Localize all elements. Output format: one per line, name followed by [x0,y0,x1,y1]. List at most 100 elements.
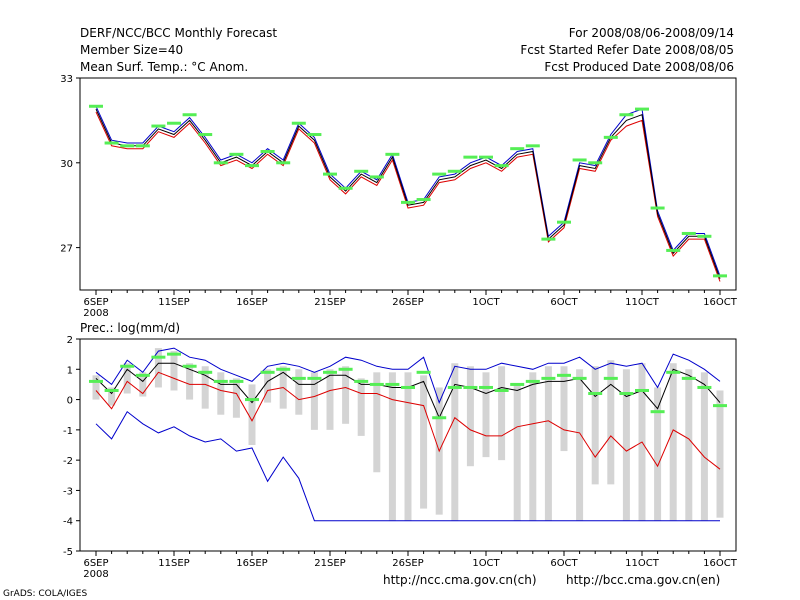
temp-marker [713,274,727,278]
temp-xtick-label: 1OCT [472,297,500,308]
prec-marker [182,364,197,368]
prec-bar [217,372,225,415]
fcst-produced-date: Fcst Produced Date 2008/08/06 [544,60,734,74]
temp-marker [681,231,696,235]
prec-lower-line [95,371,721,470]
prec-ytick-label: -4 [63,517,73,528]
prec-marker [229,379,244,383]
prec-marker [307,376,322,380]
temp-marker [619,113,634,117]
temp-marker [525,144,540,148]
temp-marker [572,158,587,162]
prec-marker [120,364,135,368]
prec-lowest-line [95,410,720,522]
prec-bar [607,360,615,485]
prec-xtick-label: 11OCT [625,558,660,569]
temp-ytick-label: 33 [60,74,73,85]
prec-bar [264,369,272,403]
temp-marker [510,147,525,151]
temp-lower-line [95,111,721,282]
prec-bar [482,372,490,458]
temp-marker [167,121,181,125]
url-chinese[interactable]: http://ncc.cma.gov.cn(ch) [383,573,537,587]
temp-marker [213,161,228,165]
temp-marker [323,172,337,176]
temp-marker [198,133,213,137]
prec-bar [373,372,381,473]
variable-label: Mean Surf. Temp.: °C Anom. [80,60,249,74]
prec-bar [420,375,428,509]
prec-marker [572,376,587,380]
prec-bar [388,372,396,521]
prec-ytick-label: -2 [63,456,73,467]
temp-marker [401,200,415,204]
prec-marker [104,388,119,392]
prec-bar [591,366,599,485]
prec-marker [447,385,462,389]
prec-marker [385,382,400,386]
temp-xtick-label: 21SEP [314,297,345,308]
temp-marker [635,107,649,111]
prec-ytick-label: -5 [63,547,73,558]
temp-marker [135,144,150,148]
prec-bar [326,369,334,430]
prec-bar [170,351,178,391]
prec-bar [295,369,303,415]
url-english[interactable]: http://bcc.cma.gov.cn(en) [566,573,721,587]
prec-marker [525,379,540,383]
prec-marker [151,355,166,359]
prec-marker [291,376,306,380]
prec-marker [167,352,181,356]
prec-bar [576,369,584,521]
prec-ytick-label: 1 [67,365,73,376]
prec-bar [669,363,677,521]
prec-marker [681,376,696,380]
prec-marker [510,382,525,386]
prec-bar [466,366,474,467]
prec-marker [463,385,478,389]
chart-title: DERF/NCC/BCC Monthly Forecast [80,26,278,40]
temp-marker [416,198,431,202]
temp-marker [557,220,571,224]
prec-bar [310,372,318,430]
temp-xtick-label: 6SEP [83,297,108,308]
prec-bar [186,363,194,400]
temp-ytick-label: 27 [60,244,73,255]
prec-bar [451,363,459,521]
temp-marker [479,155,493,159]
prec-ytick-label: 2 [67,335,73,346]
temp-marker [151,124,166,128]
temp-xtick-year: 2008 [83,308,108,319]
prec-marker [479,385,493,389]
prec-marker [198,370,213,374]
prec-marker [338,367,353,371]
precip-panel-label: Prec.: log(mm/d) [80,321,181,335]
temp-marker [463,155,478,159]
temp-marker [120,144,135,148]
prec-marker [635,388,649,392]
temp-xtick-label: 11SEP [158,297,189,308]
prec-bar [92,375,100,400]
prec-bar [139,372,147,397]
temp-mean-line [95,108,721,279]
temp-marker [229,152,244,156]
prec-bar [404,372,412,521]
temp-xtick-label: 16SEP [236,297,267,308]
temp-marker [369,175,384,179]
temp-marker [650,206,665,210]
prec-marker [323,370,337,374]
prec-xtick-label: 1OCT [472,558,500,569]
prec-marker [619,392,634,396]
prec-marker [603,376,618,380]
grads-credit: GrADS: COLA/IGES [3,589,88,599]
prec-ytick-label: 0 [67,396,73,407]
prec-marker [650,410,665,414]
temp-marker [338,186,353,190]
temp-marker [260,149,275,153]
temp-marker [432,172,447,176]
prec-marker [260,370,275,374]
prec-bar [700,372,708,521]
